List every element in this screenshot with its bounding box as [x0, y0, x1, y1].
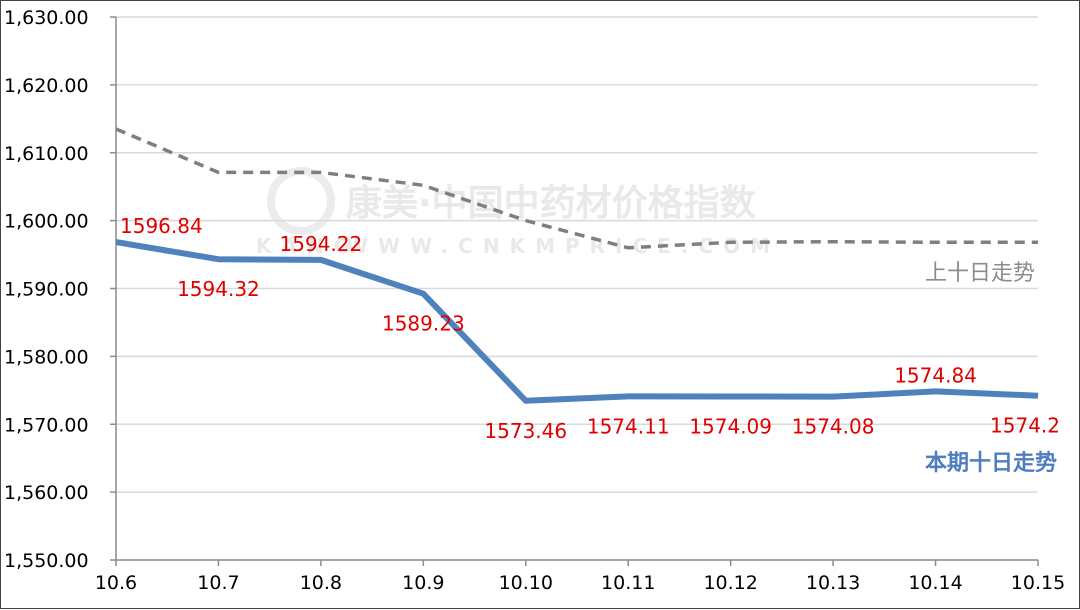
legend-prev-series: 上十日走势	[925, 261, 1035, 286]
y-tick-label: 1,550.00	[4, 550, 89, 572]
watermark-sub-text: KANG	[256, 234, 360, 258]
y-tick-label: 1,600.00	[4, 211, 89, 233]
data-label: 1574.11	[587, 414, 670, 438]
x-tick-label: 10.6	[95, 572, 137, 594]
series-line-previous	[115, 127, 1038, 250]
data-label: 1596.84	[120, 214, 203, 238]
data-label: 1574.84	[894, 363, 977, 387]
data-label: 1589.23	[382, 312, 465, 336]
x-tick-label: 10.10	[499, 572, 553, 594]
y-tick-label: 1,620.00	[4, 75, 89, 97]
x-tick-label: 10.8	[300, 572, 342, 594]
x-tick-label: 10.7	[197, 572, 239, 594]
data-label: 1594.22	[280, 232, 363, 256]
series-line-current	[115, 239, 1039, 404]
y-tick-label: 1,580.00	[4, 346, 89, 368]
y-tick-label: 1,610.00	[4, 143, 89, 165]
x-tick-label: 10.12	[703, 572, 757, 594]
watermark-main-text: 康美·中国中药材价格指数	[346, 182, 756, 224]
x-tick-label: 10.15	[1011, 572, 1065, 594]
x-tick-label: 10.13	[806, 572, 860, 594]
y-tick-label: 1,630.00	[4, 7, 89, 29]
x-tick-label: 10.11	[601, 572, 655, 594]
y-axis-ticks: 1,550.00 1,560.00 1,570.00 1,580.00 1,590.00…	[4, 7, 116, 572]
data-label: 1574.08	[792, 415, 875, 439]
data-label: 1573.46	[484, 419, 567, 443]
series-lines	[115, 127, 1039, 404]
data-labels: 1596.84 1594.32 1594.22 1589.23 1573.46 1574.…	[120, 214, 1060, 443]
legend-current-series: 本期十日走势	[925, 450, 1057, 476]
data-label: 1574.09	[689, 414, 772, 438]
data-label: 1594.32	[177, 277, 260, 301]
x-tick-label: 10.14	[908, 572, 962, 594]
data-label: 1574.2	[990, 414, 1060, 438]
watermark: 康美·中国中药材价格指数 KANG WWW.CNKMPRICE.COM	[256, 167, 780, 258]
y-tick-label: 1,560.00	[4, 482, 89, 504]
x-tick-label: 10.9	[402, 572, 444, 594]
y-tick-label: 1,590.00	[4, 279, 89, 301]
watermark-logo-icon	[267, 167, 335, 235]
watermark-url-text: WWW.CNKMPRICE.COM	[346, 234, 780, 258]
y-tick-label: 1,570.00	[4, 414, 89, 436]
x-axis-ticks: 10.6 10.7 10.8 10.9 10.10 10.11 10.12 10.13 10.1…	[95, 560, 1065, 594]
